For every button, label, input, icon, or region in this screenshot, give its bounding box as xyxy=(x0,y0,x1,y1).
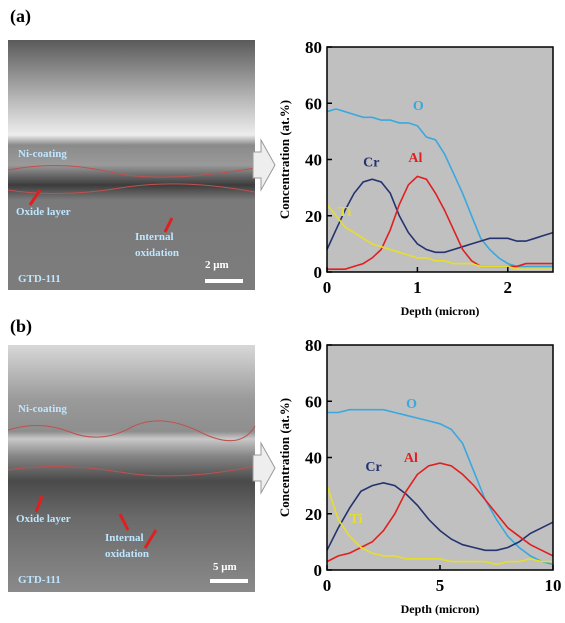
series-label: Al xyxy=(408,151,422,166)
series-label: Cr xyxy=(363,155,379,170)
series-label: O xyxy=(413,99,424,114)
y-tick-label: 60 xyxy=(305,392,322,411)
arrow xyxy=(163,217,174,233)
panel-label: (a) xyxy=(10,6,31,27)
scale-bar xyxy=(205,279,243,283)
series-line xyxy=(326,481,554,552)
series-label: Ti xyxy=(350,512,363,527)
y-tick-label: 20 xyxy=(305,207,322,226)
panel-label: (b) xyxy=(10,316,32,337)
y-tick-label: 80 xyxy=(305,38,322,57)
series-label: Ti xyxy=(338,205,351,220)
substrate-label: GTD-111 xyxy=(18,574,61,586)
oxide-label: Oxide layer xyxy=(16,206,71,218)
internal-label: Internal xyxy=(135,231,174,243)
series-line xyxy=(326,485,553,566)
arrow-shape xyxy=(252,441,276,495)
scale-bar xyxy=(210,579,248,583)
x-tick-label: 5 xyxy=(436,576,445,595)
y-tick-label: 40 xyxy=(305,449,322,468)
internal-label: oxidation xyxy=(105,548,149,560)
sem-image xyxy=(8,345,255,592)
series-line xyxy=(326,178,554,254)
x-tick-label: 2 xyxy=(504,278,513,297)
y-tick-label: 80 xyxy=(305,336,322,355)
boundary xyxy=(7,183,256,195)
arrow xyxy=(118,513,130,531)
boundary xyxy=(7,465,256,477)
arrow xyxy=(34,495,44,513)
scale-label: 5 μm xyxy=(213,561,237,573)
oxide-label: Oxide layer xyxy=(16,513,71,525)
y-tick-label: 60 xyxy=(305,94,322,113)
series-label: Cr xyxy=(365,460,381,475)
arrow xyxy=(28,189,42,206)
series-label: Al xyxy=(404,451,418,466)
arrow-shape xyxy=(252,138,276,192)
coating-label: Ni-coating xyxy=(18,148,67,160)
y-tick-label: 20 xyxy=(305,505,322,524)
coating-label: Ni-coating xyxy=(18,403,67,415)
series-line xyxy=(326,462,554,563)
plot-area xyxy=(327,47,553,272)
y-axis-label: Concentration (at.%) xyxy=(277,398,292,517)
x-tick-label: 1 xyxy=(413,278,422,297)
boundary xyxy=(7,164,256,178)
series-label: O xyxy=(406,397,417,412)
scale-label: 2 μm xyxy=(205,259,229,271)
internal-label: Internal xyxy=(105,532,144,544)
internal-label: oxidation xyxy=(135,247,179,259)
x-tick-label: 0 xyxy=(323,576,332,595)
x-tick-label: 10 xyxy=(545,576,562,595)
substrate-label: GTD-111 xyxy=(18,273,61,285)
sem-image xyxy=(8,40,255,290)
y-axis-label: Concentration (at.%) xyxy=(277,100,292,219)
boundary xyxy=(7,420,256,442)
arrow xyxy=(143,529,158,549)
series-line xyxy=(326,204,553,270)
y-tick-label: 0 xyxy=(314,561,323,580)
y-tick-label: 0 xyxy=(314,263,323,282)
y-tick-label: 40 xyxy=(305,151,322,170)
x-axis-label: Depth (micron) xyxy=(401,602,480,616)
series-line xyxy=(327,175,553,270)
x-axis-label: Depth (micron) xyxy=(401,304,480,318)
x-tick-label: 0 xyxy=(323,278,332,297)
